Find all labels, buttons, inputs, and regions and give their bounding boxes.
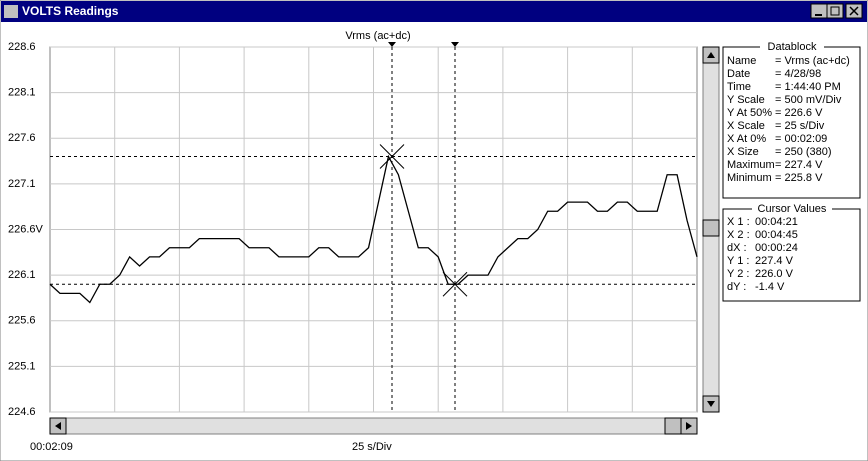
y-tick-label: 226.6V [8,223,44,235]
vertical-scrollbar[interactable] [702,46,720,413]
maximize-icon [830,6,840,16]
y-tick-label: 224.6 [8,406,36,418]
row-label: Y 2 : [727,268,749,280]
y-tick-label: 227.6 [8,132,36,144]
window-title: VOLTS Readings [22,4,119,18]
window-buttons [810,3,863,19]
datablock-title: Datablock [768,41,817,53]
row-label: Minimum [727,172,772,184]
maximize-button[interactable] [826,3,844,19]
arrow [686,422,692,430]
row-value: = 226.6 V [775,107,823,119]
y-tick-label: 225.6 [8,315,36,327]
title-bar [1,1,867,22]
row-value: 00:00:24 [755,242,798,254]
cursor-cross [442,271,468,297]
row-label: dY : [727,281,746,293]
row-value: 227.4 V [755,255,794,267]
row-value: = 1:44:40 PM [775,81,841,93]
row-value: = 500 mV/Div [775,94,842,106]
row-value: = 25 s/Div [775,120,825,132]
close-icon [849,6,859,16]
row-value: = 225.8 V [775,172,823,184]
scroll-track [49,417,698,435]
trace-line [49,154,698,304]
x-start-label: 00:02:09 [30,441,73,453]
arrow [707,401,715,407]
row-label: X 2 : [727,229,750,241]
row-value: = 227.4 V [775,159,823,171]
horizontal-scrollbar[interactable] [49,417,698,435]
arrow [55,422,61,430]
y-tick-label: 225.1 [8,360,36,372]
row-label: Date [727,68,750,80]
row-label: Time [727,81,751,93]
row-value: 00:04:21 [755,216,798,228]
cursor-values-title: Cursor Values [758,203,827,215]
grid [50,46,697,413]
row-label: Name [727,55,756,67]
panel-title-bg [752,202,832,216]
row-value: = 00:02:09 [775,133,827,145]
app-icon [4,5,18,18]
row-value: 00:04:45 [755,229,798,241]
cursor-handle [388,42,396,47]
row-value: = Vrms (ac+dc) [775,55,850,67]
row-label: X Size [727,146,759,158]
row-label: X 1 : [727,216,750,228]
cursor-cross [379,144,405,169]
x-scale-label: 25 s/Div [352,441,392,453]
row-label: X Scale [727,120,765,132]
row-label: Y Scale [727,94,765,106]
y-tick-label: 228.6 [8,41,36,53]
chart-title: Vrms (ac+dc) [345,30,410,42]
row-label: Y At 50% [727,107,772,119]
y-tick-label: 228.1 [8,87,36,99]
panel-title-bg [760,40,824,54]
row-value: 226.0 V [755,268,794,280]
scroll-thumb[interactable] [702,219,720,237]
row-label: Maximum [727,159,775,171]
cursor-handle [451,42,459,47]
scroll-thumb[interactable] [664,417,682,435]
row-value: = 4/28/98 [775,68,821,80]
y-tick-label: 226.1 [8,269,36,281]
row-label: dX : [727,242,747,254]
arrow [707,52,715,58]
row-label: Y 1 : [727,255,749,267]
y-tick-label: 227.1 [8,178,36,190]
row-value: = 250 (380) [775,146,832,158]
row-label: X At 0% [727,133,766,145]
row-value: -1.4 V [755,281,785,293]
